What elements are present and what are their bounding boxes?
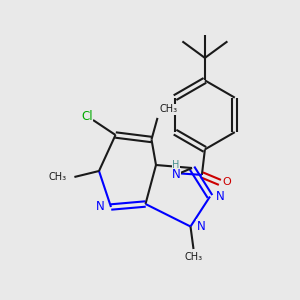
Text: N: N <box>216 190 225 203</box>
Text: N: N <box>96 200 105 214</box>
Text: CH₃: CH₃ <box>159 104 177 115</box>
Text: H: H <box>172 160 179 170</box>
Text: N: N <box>196 220 205 233</box>
Text: CH₃: CH₃ <box>49 172 67 182</box>
Text: CH₃: CH₃ <box>184 251 202 262</box>
Text: Cl: Cl <box>81 110 93 124</box>
Text: N: N <box>171 168 180 181</box>
Text: O: O <box>222 177 231 188</box>
